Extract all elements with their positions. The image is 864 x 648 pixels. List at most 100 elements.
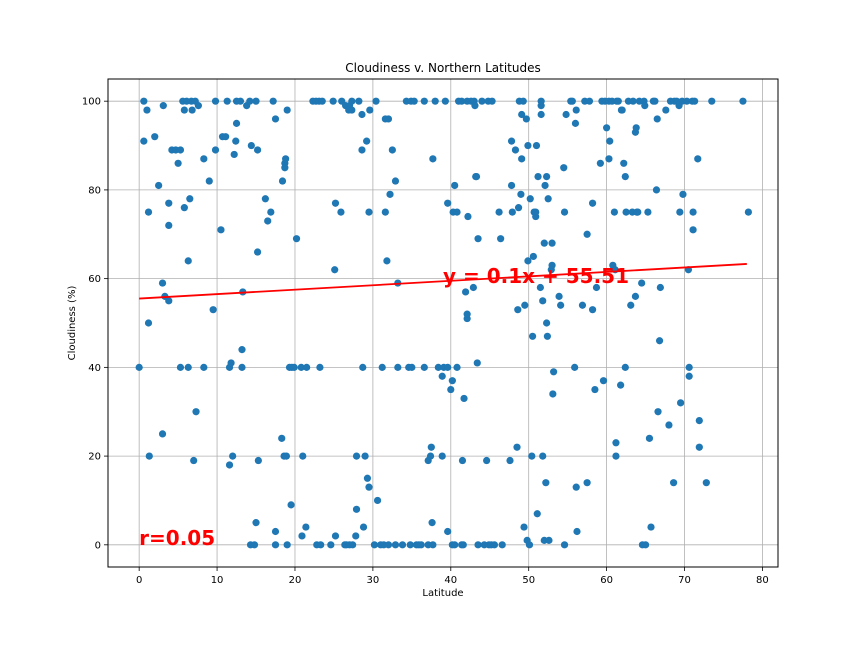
data-point — [358, 146, 366, 154]
data-point — [359, 363, 367, 371]
data-point — [708, 97, 716, 105]
data-point — [568, 97, 576, 105]
data-point — [560, 541, 569, 549]
data-point — [151, 133, 159, 141]
data-point — [381, 208, 389, 216]
y-tick-label: 80 — [88, 185, 101, 196]
y-tick-label: 60 — [88, 274, 101, 285]
data-point — [532, 141, 541, 150]
data-point — [246, 97, 254, 105]
data-point — [560, 164, 568, 172]
data-point — [458, 97, 466, 105]
data-point — [292, 235, 301, 243]
data-point — [620, 159, 628, 167]
data-point — [571, 363, 579, 371]
x-tick-label: 30 — [367, 575, 380, 586]
data-point — [691, 97, 699, 105]
data-point — [165, 199, 173, 207]
regression-line — [139, 263, 747, 300]
data-point — [365, 483, 373, 491]
correlation-coefficient: r=0.05 — [139, 526, 215, 550]
data-point — [495, 208, 503, 216]
data-point — [683, 97, 691, 105]
data-point — [670, 479, 678, 487]
data-point — [550, 368, 558, 376]
data-point — [605, 155, 613, 163]
data-point — [656, 283, 664, 292]
data-point — [447, 385, 455, 394]
data-point — [612, 439, 620, 447]
data-point — [562, 110, 570, 119]
data-point — [644, 208, 652, 216]
data-point — [349, 541, 357, 549]
x-tick-label: 80 — [756, 575, 769, 586]
y-tick-label: 20 — [88, 452, 101, 463]
data-point — [610, 208, 618, 216]
data-point — [621, 173, 629, 181]
data-point — [497, 235, 505, 243]
data-point — [431, 97, 439, 105]
data-point — [283, 106, 291, 114]
data-point — [200, 155, 208, 163]
x-tick-label: 10 — [211, 575, 224, 586]
data-point — [282, 155, 290, 163]
data-point — [532, 208, 540, 216]
data-point — [537, 97, 545, 105]
data-point — [665, 421, 673, 429]
data-point — [384, 541, 393, 549]
data-point — [205, 177, 213, 185]
axis-ticks: 0 10 20 30 40 50 60 70 80 0 20 40 60 80 100 — [82, 97, 769, 586]
data-point — [317, 541, 325, 549]
data-point — [583, 230, 591, 238]
data-point — [614, 97, 622, 105]
data-point — [545, 536, 553, 544]
data-point — [386, 190, 394, 198]
data-point — [192, 408, 200, 416]
y-axis-label: Cloudiness (%) — [67, 286, 78, 361]
data-point — [143, 106, 151, 114]
data-point — [518, 110, 526, 119]
data-point — [617, 381, 625, 389]
data-point — [685, 363, 693, 371]
data-point — [662, 106, 670, 114]
data-point — [514, 306, 522, 314]
data-point — [571, 119, 580, 127]
data-point — [438, 452, 446, 460]
data-point — [528, 332, 537, 340]
data-point — [299, 452, 307, 460]
data-point — [588, 199, 597, 207]
data-point — [638, 279, 646, 287]
data-point — [186, 195, 194, 203]
data-point — [318, 97, 326, 105]
data-point — [408, 363, 416, 371]
data-point — [557, 301, 565, 309]
data-point — [359, 523, 368, 531]
data-point — [238, 363, 246, 371]
data-point — [372, 97, 380, 105]
data-point — [654, 408, 662, 416]
data-point — [647, 523, 655, 531]
data-point — [361, 452, 369, 460]
data-point — [144, 319, 153, 327]
data-point — [159, 102, 167, 110]
data-point — [651, 97, 659, 105]
data-point — [541, 181, 549, 190]
data-point — [269, 97, 277, 105]
data-point — [573, 527, 581, 536]
data-point — [622, 208, 630, 216]
data-point — [253, 146, 262, 154]
data-point — [522, 115, 530, 123]
data-point — [290, 363, 298, 371]
data-point — [211, 97, 220, 105]
data-point — [444, 527, 452, 536]
data-point — [420, 97, 428, 105]
data-point — [366, 106, 374, 114]
data-point — [518, 155, 526, 163]
data-point — [230, 150, 238, 159]
data-point — [627, 301, 635, 309]
data-point — [474, 541, 482, 549]
data-point — [641, 541, 650, 549]
data-point — [548, 261, 556, 269]
